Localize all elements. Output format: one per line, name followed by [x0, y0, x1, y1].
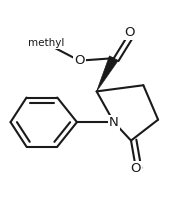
Text: methyl: methyl: [28, 38, 64, 48]
Text: O: O: [74, 54, 85, 67]
Text: O: O: [131, 162, 141, 175]
Text: N: N: [109, 116, 119, 129]
Text: O: O: [125, 26, 135, 39]
Polygon shape: [97, 56, 118, 91]
